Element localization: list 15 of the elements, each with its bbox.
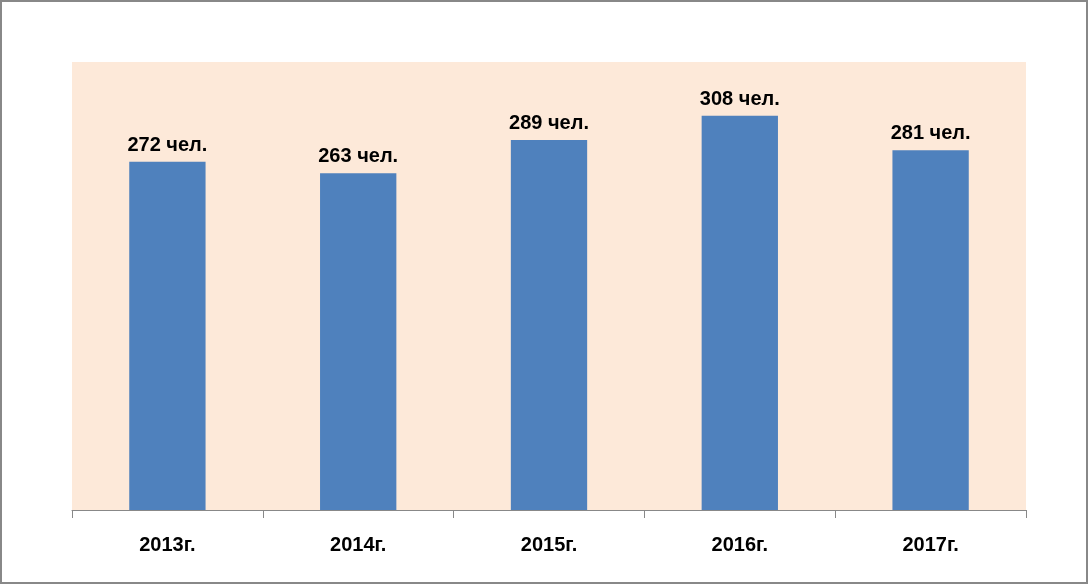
x-tick-label: 2017г. [902, 533, 959, 555]
x-tick-label: 2016г. [711, 533, 768, 555]
data-label: 263 чел. [318, 144, 399, 167]
data-label: 289 чел. [509, 111, 589, 134]
bar [510, 140, 588, 510]
bar [701, 115, 778, 510]
bar [129, 161, 206, 510]
data-label: 308 чел. [699, 86, 780, 109]
x-tick-label: 2014г. [330, 533, 387, 555]
bar [892, 150, 969, 510]
x-tick-label: 2013г. [139, 533, 196, 555]
x-tick-label: 2015г. [520, 533, 578, 555]
data-label: 281 чел. [890, 121, 971, 144]
data-label: 272 чел. [127, 132, 208, 155]
bar [320, 173, 397, 510]
